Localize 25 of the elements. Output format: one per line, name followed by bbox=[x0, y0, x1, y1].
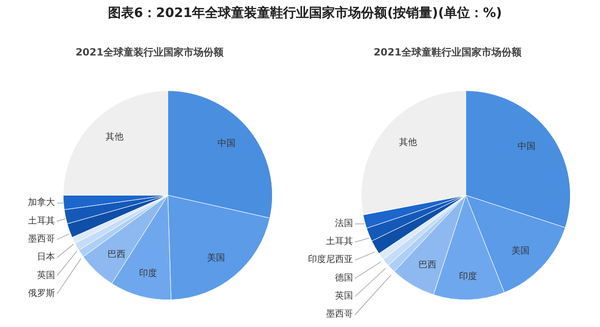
slice-label: 印度 bbox=[138, 268, 157, 280]
text: 图表6：2021年全球童装童鞋行业国家市场份额(按销量)(单位：%) bbox=[108, 6, 502, 21]
slice-label: 印度 bbox=[459, 271, 478, 282]
slice-label: 美国 bbox=[206, 252, 225, 264]
slice-label: 墨西哥 bbox=[326, 308, 353, 320]
slice-label: 美国 bbox=[512, 245, 530, 256]
slice-label: 中国 bbox=[218, 138, 236, 150]
slice-label: 土耳其 bbox=[326, 236, 353, 248]
slice-label: 其他 bbox=[106, 131, 124, 142]
slice-label: 英国 bbox=[36, 270, 55, 281]
slice-label: 德国 bbox=[334, 272, 353, 284]
slice-label: 俄罗斯 bbox=[28, 288, 55, 299]
slice-label: 法国 bbox=[334, 218, 353, 229]
chart-title: 2021全球童装行业国家市场份额 bbox=[76, 46, 224, 58]
slice-label: 巴西 bbox=[418, 260, 436, 271]
slice-label: 英国 bbox=[334, 290, 353, 302]
slice-label: 加拿大 bbox=[28, 197, 55, 208]
slice-label: 土耳其 bbox=[28, 215, 55, 226]
slice-label: 巴西 bbox=[107, 250, 126, 260]
slice-label: 墨西哥 bbox=[28, 233, 55, 244]
slice-label: 中国 bbox=[518, 141, 536, 152]
slice-label: 其他 bbox=[398, 137, 417, 148]
chart-title: 2021全球童鞋行业国家市场份额 bbox=[374, 46, 522, 58]
slice-label: 印度尼西亚 bbox=[308, 254, 353, 266]
slice-label: 日本 bbox=[36, 252, 55, 263]
